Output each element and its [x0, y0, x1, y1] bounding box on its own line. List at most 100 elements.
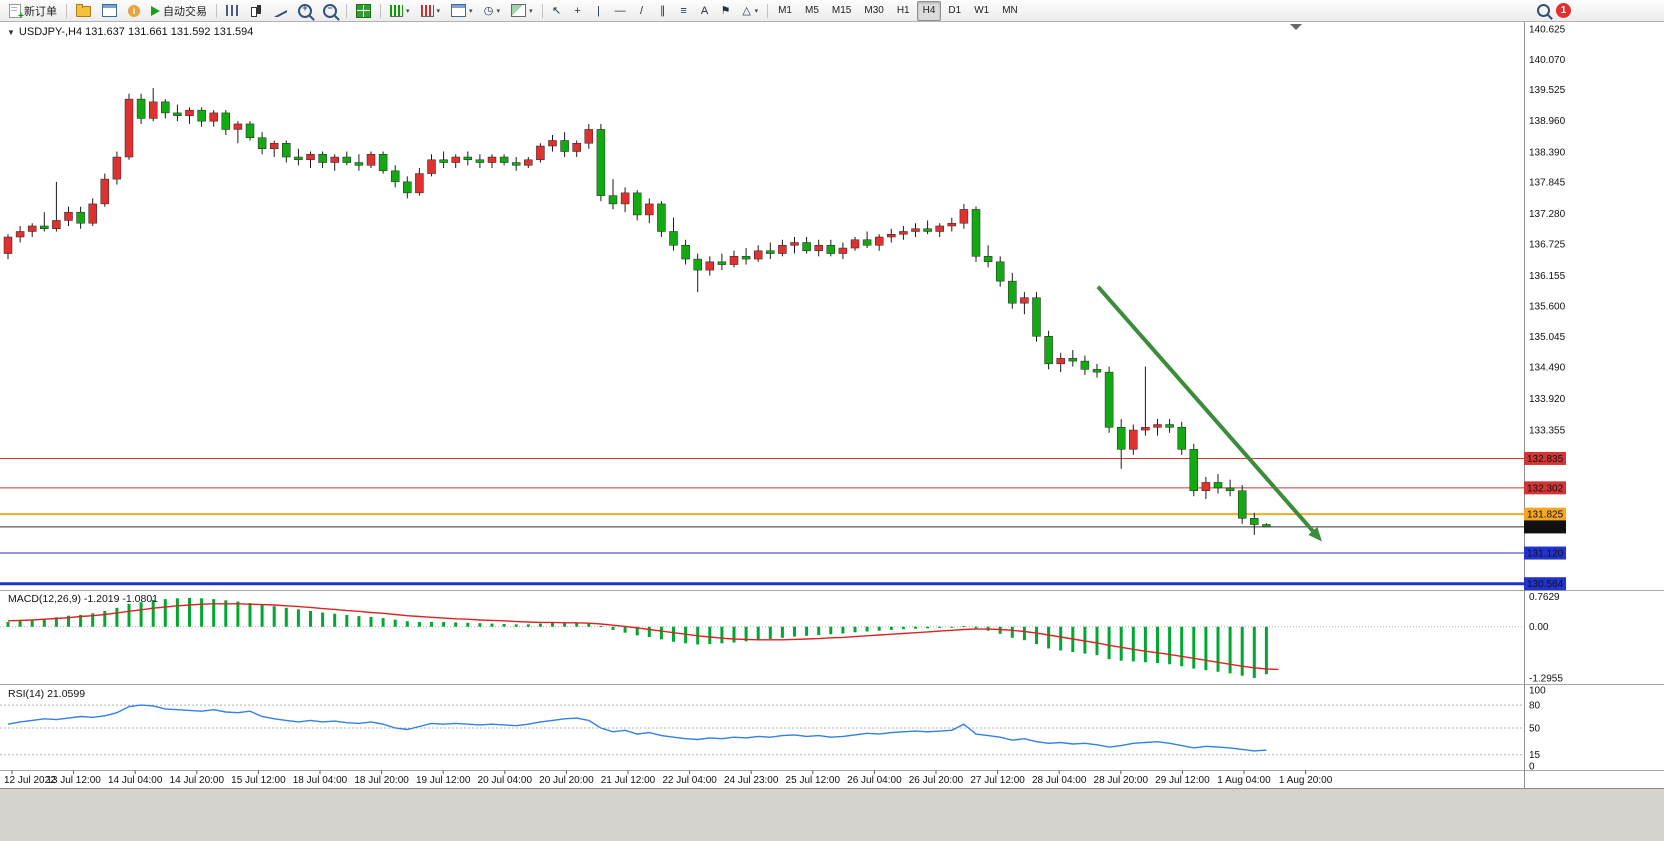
cursor-icon: ↖ [551, 4, 562, 17]
svg-text:13 Jul 12:00: 13 Jul 12:00 [46, 775, 101, 786]
svg-text:135.600: 135.600 [1529, 301, 1566, 312]
svg-text:18 Jul 04:00: 18 Jul 04:00 [293, 775, 348, 786]
bar-chart-icon [226, 5, 239, 16]
objects-button[interactable]: ▾ [416, 1, 446, 21]
svg-text:134.490: 134.490 [1529, 363, 1566, 374]
horizontal-lines [0, 457, 1524, 586]
svg-text:132.835: 132.835 [1527, 454, 1564, 465]
chevron-down-icon: ▾ [754, 7, 759, 15]
svg-text:138.390: 138.390 [1529, 148, 1566, 159]
search-icon [1537, 4, 1550, 17]
svg-text:133.355: 133.355 [1529, 425, 1566, 436]
candlestick-icon [250, 4, 263, 17]
svg-text:131.594: 131.594 [1527, 522, 1564, 533]
zoom-in-button[interactable]: + [293, 1, 317, 21]
macd-axis-label: 0.00 [1529, 622, 1549, 633]
svg-text:1 Aug 04:00: 1 Aug 04:00 [1217, 775, 1271, 786]
new-order-button[interactable]: 新订单 [4, 1, 62, 22]
chart-symbol-label: ▼ USDJPY-,H4 131.637 131.661 131.592 131.… [7, 26, 253, 38]
timeframe-group: M1 M5 M15 M30 H1 H4 D1 W1 MN [772, 0, 1024, 21]
template-button[interactable]: ▾ [506, 1, 538, 21]
svg-text:15 Jul 12:00: 15 Jul 12:00 [231, 775, 286, 786]
new-chart-icon [451, 4, 467, 17]
price-axis[interactable] [1524, 21, 1664, 770]
line-mode-button[interactable] [269, 1, 292, 21]
svg-text:138.960: 138.960 [1529, 116, 1566, 127]
timeframe-button-m5[interactable]: M5 [805, 5, 819, 16]
rsi-axis-label: 80 [1529, 701, 1541, 712]
new-chart-button[interactable]: ▾ [446, 1, 478, 21]
auto-trading-button[interactable]: 自动交易 [146, 1, 212, 21]
notification-badge[interactable]: 1 [1556, 3, 1571, 18]
community-button[interactable]: i [123, 1, 145, 21]
svg-text:12 Jul 2022: 12 Jul 2022 [4, 775, 56, 786]
toolbar-separator [541, 3, 543, 18]
cursor-button[interactable]: ↖ [547, 1, 567, 21]
svg-text:27 Jul 12:00: 27 Jul 12:00 [970, 775, 1025, 786]
macd-histogram [6, 597, 1268, 678]
svg-text:130.564: 130.564 [1527, 579, 1564, 590]
indicators-icon [390, 4, 403, 17]
chart-plot-area[interactable] [0, 21, 1524, 770]
rsi-line [7, 704, 1267, 752]
line-chart-icon [274, 5, 287, 17]
label-tool-button[interactable]: ⚑ [716, 1, 736, 21]
svg-text:26 Jul 20:00: 26 Jul 20:00 [909, 775, 964, 786]
shapes-button[interactable]: △ ▾ [737, 1, 764, 21]
text-tool-button[interactable]: A [695, 1, 715, 21]
timeframe-button-h4[interactable]: H4 [916, 0, 942, 21]
clock-icon: ◷ [483, 4, 494, 17]
top-toolbar: 新订单 i 自动交易 + − ▾ [0, 0, 1664, 22]
toolbar-separator [346, 3, 347, 18]
chart-shift-marker[interactable] [1290, 24, 1302, 30]
fibonacci-icon: ≡ [680, 4, 687, 17]
svg-text:20 Jul 20:00: 20 Jul 20:00 [539, 775, 594, 786]
timeframe-button-h1[interactable]: H1 [896, 5, 910, 16]
candlestick-series [3, 88, 1271, 535]
candles-mode-button[interactable] [245, 1, 268, 21]
svg-text:24 Jul 23:00: 24 Jul 23:00 [724, 775, 779, 786]
tile-windows-button[interactable] [351, 1, 376, 21]
zoom-out-button[interactable]: − [318, 1, 342, 21]
period-button[interactable]: ◷ ▾ [479, 1, 506, 21]
macd-axis-label: 0.7629 [1529, 592, 1560, 603]
time-axis[interactable] [0, 770, 1664, 788]
svg-text:136.725: 136.725 [1529, 239, 1566, 250]
channel-button[interactable]: ∥ [653, 1, 673, 21]
macd-indicator-label: MACD(12,26,9) -1.2019 -1.0801 [8, 593, 158, 605]
bars-mode-button[interactable] [221, 1, 244, 21]
svg-text:29 Jul 12:00: 29 Jul 12:00 [1155, 775, 1210, 786]
timeframe-button-d1[interactable]: D1 [948, 5, 962, 16]
folder-icon [76, 4, 91, 17]
rsi-axis-label: 0 [1529, 762, 1535, 773]
trend-arrow[interactable] [1096, 285, 1322, 542]
chevron-down-icon: ▾ [436, 7, 441, 15]
indicators-button[interactable]: ▾ [385, 1, 415, 21]
trendline-button[interactable]: / [632, 1, 652, 21]
crosshair-button[interactable]: + [568, 1, 588, 21]
label-tool-icon: ⚑ [720, 4, 731, 17]
horizontal-line-button[interactable]: — [610, 1, 631, 21]
toolbar-separator [66, 3, 67, 18]
tile-windows-icon [356, 3, 371, 18]
rsi-axis-label: 50 [1529, 724, 1541, 735]
one-click-trading-toggle[interactable]: ▼ [7, 28, 15, 37]
chevron-down-icon: ▾ [469, 7, 473, 15]
timeframe-button-m30[interactable]: M30 [864, 5, 884, 16]
search-button[interactable] [1532, 1, 1555, 21]
svg-text:21 Jul 12:00: 21 Jul 12:00 [601, 775, 656, 786]
fibonacci-button[interactable]: ≡ [674, 1, 694, 21]
vertical-line-button[interactable]: | [589, 1, 609, 21]
timeframe-button-w1[interactable]: W1 [974, 5, 990, 16]
svg-text:137.280: 137.280 [1529, 209, 1566, 220]
shapes-icon: △ [742, 4, 751, 17]
timeframe-button-mn[interactable]: MN [1002, 5, 1018, 16]
market-watch-button[interactable] [97, 1, 122, 21]
charts-folder-button[interactable] [71, 1, 96, 21]
svg-text:18 Jul 20:00: 18 Jul 20:00 [354, 775, 409, 786]
timeframe-button-m15[interactable]: M15 [831, 5, 852, 16]
vertical-line-icon: | [597, 4, 600, 17]
timeframe-button-m1[interactable]: M1 [778, 5, 792, 16]
